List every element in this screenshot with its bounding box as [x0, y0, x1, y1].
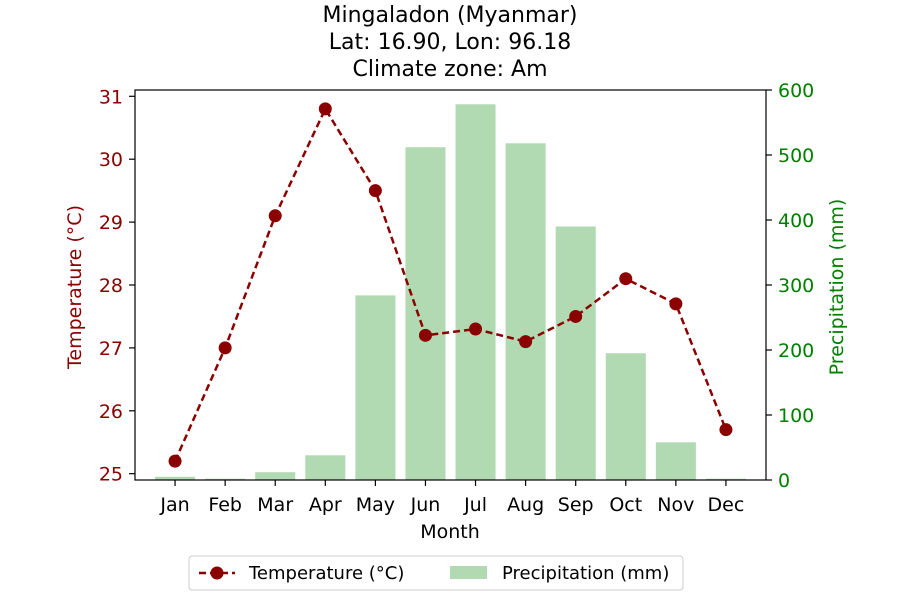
right-tick-label: 600 — [778, 80, 814, 102]
legend: Temperature (°C) Precipitation (mm) — [188, 555, 684, 591]
left-tick-label: 27 — [99, 338, 123, 360]
legend-box — [188, 555, 684, 591]
precipitation-bar-feb — [205, 478, 246, 480]
temperature-line — [168, 102, 733, 468]
chart-title-line-3: Climate zone: Am — [352, 57, 547, 82]
left-tick-label: 25 — [99, 464, 123, 486]
left-tick-label: 30 — [99, 149, 123, 171]
temperature-point-oct — [619, 272, 633, 286]
x-tick-label-apr: Apr — [309, 494, 342, 516]
plot-border — [134, 89, 767, 481]
precipitation-bars — [155, 104, 746, 481]
precipitation-bar-mar — [255, 472, 296, 480]
temperature-point-jul — [469, 322, 483, 336]
precipitation-bar-jun — [405, 147, 446, 480]
temperature-point-dec — [719, 423, 733, 437]
y-axis-left-label: Temperature (°C) — [64, 205, 86, 370]
right-tick-label: 0 — [778, 470, 790, 492]
precipitation-bar-jan — [155, 476, 196, 480]
x-tick-label-jun: Jun — [410, 494, 441, 516]
right-tick-label: 500 — [778, 145, 814, 167]
legend-precipitation-label: Precipitation (mm) — [502, 563, 669, 584]
x-tick-label-may: May — [356, 494, 395, 516]
temperature-point-aug — [519, 335, 533, 349]
precipitation-bar-nov — [655, 442, 696, 480]
chart-title-line-1: Mingaladon (Myanmar) — [323, 3, 578, 28]
x-tick-label-feb: Feb — [208, 494, 242, 516]
temperature-point-jan — [168, 454, 182, 468]
right-tick-label: 300 — [778, 275, 814, 297]
legend-precipitation-swatch-icon — [450, 566, 487, 579]
x-tick-label-oct: Oct — [609, 494, 642, 516]
legend-temperature-marker-icon — [210, 566, 224, 580]
x-tick-label-sep: Sep — [558, 494, 594, 516]
temperature-point-jun — [418, 328, 432, 342]
x-tick-label-nov: Nov — [657, 494, 694, 516]
left-tick-label: 28 — [99, 275, 123, 297]
precipitation-bar-jul — [455, 104, 496, 481]
left-axis-ticks: 25 26 27 28 29 30 31 — [99, 86, 135, 486]
x-tick-label-dec: Dec — [708, 494, 745, 516]
left-tick-label: 31 — [99, 86, 123, 108]
precipitation-bar-oct — [605, 353, 646, 480]
temperature-point-may — [368, 184, 382, 198]
right-tick-label: 100 — [778, 405, 814, 427]
temperature-point-mar — [268, 209, 282, 223]
precipitation-bar-may — [355, 295, 396, 480]
legend-temperature-label: Temperature (°C) — [248, 563, 404, 584]
temperature-series-line — [173, 106, 728, 462]
plot-frame — [134, 89, 767, 481]
temperature-point-sep — [569, 309, 583, 323]
right-tick-label: 200 — [778, 340, 814, 362]
x-tick-label-aug: Aug — [507, 494, 544, 516]
x-tick-label-mar: Mar — [257, 494, 293, 516]
y-axis-right-label: Precipitation (mm) — [826, 199, 848, 376]
chart-title-line-2: Lat: 16.90, Lon: 96.18 — [329, 30, 571, 55]
left-tick-label: 29 — [99, 212, 123, 234]
right-axis-ticks: 0 100 200 300 400 500 600 — [766, 80, 814, 492]
precipitation-bar-aug — [505, 143, 546, 481]
temperature-point-apr — [318, 102, 332, 116]
temperature-point-nov — [669, 297, 683, 311]
precipitation-bar-sep — [555, 226, 596, 480]
x-axis-ticks: Jan Feb Mar Apr May Jun Jul Aug Sep Oct Nov Dec — [159, 480, 744, 516]
right-tick-label: 400 — [778, 210, 814, 232]
x-tick-label-jan: Jan — [159, 494, 189, 516]
temperature-point-feb — [218, 341, 232, 355]
precipitation-bar-apr — [305, 455, 346, 480]
precipitation-bar-dec — [705, 478, 746, 480]
x-tick-label-jul: Jul — [463, 494, 487, 516]
x-axis-label: Month — [420, 521, 480, 543]
left-tick-label: 26 — [99, 401, 123, 423]
